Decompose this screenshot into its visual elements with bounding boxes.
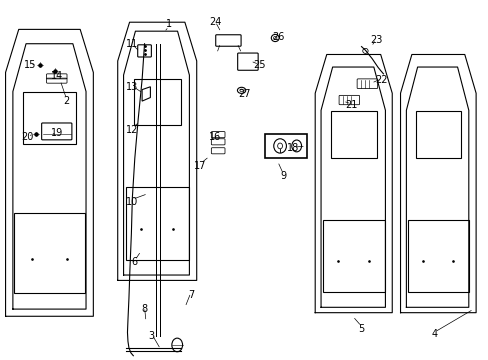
Bar xyxy=(330,111,376,158)
Text: 12: 12 xyxy=(126,125,138,135)
Text: 24: 24 xyxy=(209,17,221,27)
Text: 23: 23 xyxy=(369,35,382,45)
Text: 26: 26 xyxy=(272,32,284,41)
Bar xyxy=(14,213,84,293)
Text: 10: 10 xyxy=(126,197,138,207)
Text: 20: 20 xyxy=(21,132,34,142)
Text: 27: 27 xyxy=(238,89,250,99)
Bar xyxy=(125,188,188,260)
Text: 4: 4 xyxy=(431,329,437,339)
Text: 7: 7 xyxy=(187,290,194,300)
Text: 1: 1 xyxy=(165,19,172,29)
Text: 9: 9 xyxy=(280,171,286,181)
Text: 21: 21 xyxy=(345,100,357,110)
Bar xyxy=(133,79,181,126)
Bar xyxy=(322,220,384,292)
Text: 15: 15 xyxy=(24,60,36,70)
Text: 2: 2 xyxy=(63,96,69,106)
Text: 11: 11 xyxy=(126,39,138,49)
Text: 8: 8 xyxy=(141,304,147,314)
Text: 17: 17 xyxy=(194,161,206,171)
Text: 19: 19 xyxy=(51,129,63,138)
Text: 6: 6 xyxy=(131,257,138,267)
Bar xyxy=(407,220,468,292)
Bar xyxy=(265,134,306,158)
Bar xyxy=(23,93,76,144)
Text: 25: 25 xyxy=(252,60,265,70)
Text: 14: 14 xyxy=(51,71,63,81)
Text: 3: 3 xyxy=(148,331,155,341)
Text: 5: 5 xyxy=(358,324,364,334)
Text: 16: 16 xyxy=(209,132,221,142)
Text: 18: 18 xyxy=(286,143,299,153)
Text: 22: 22 xyxy=(374,75,386,85)
Bar xyxy=(415,111,460,158)
Text: 13: 13 xyxy=(126,82,138,92)
